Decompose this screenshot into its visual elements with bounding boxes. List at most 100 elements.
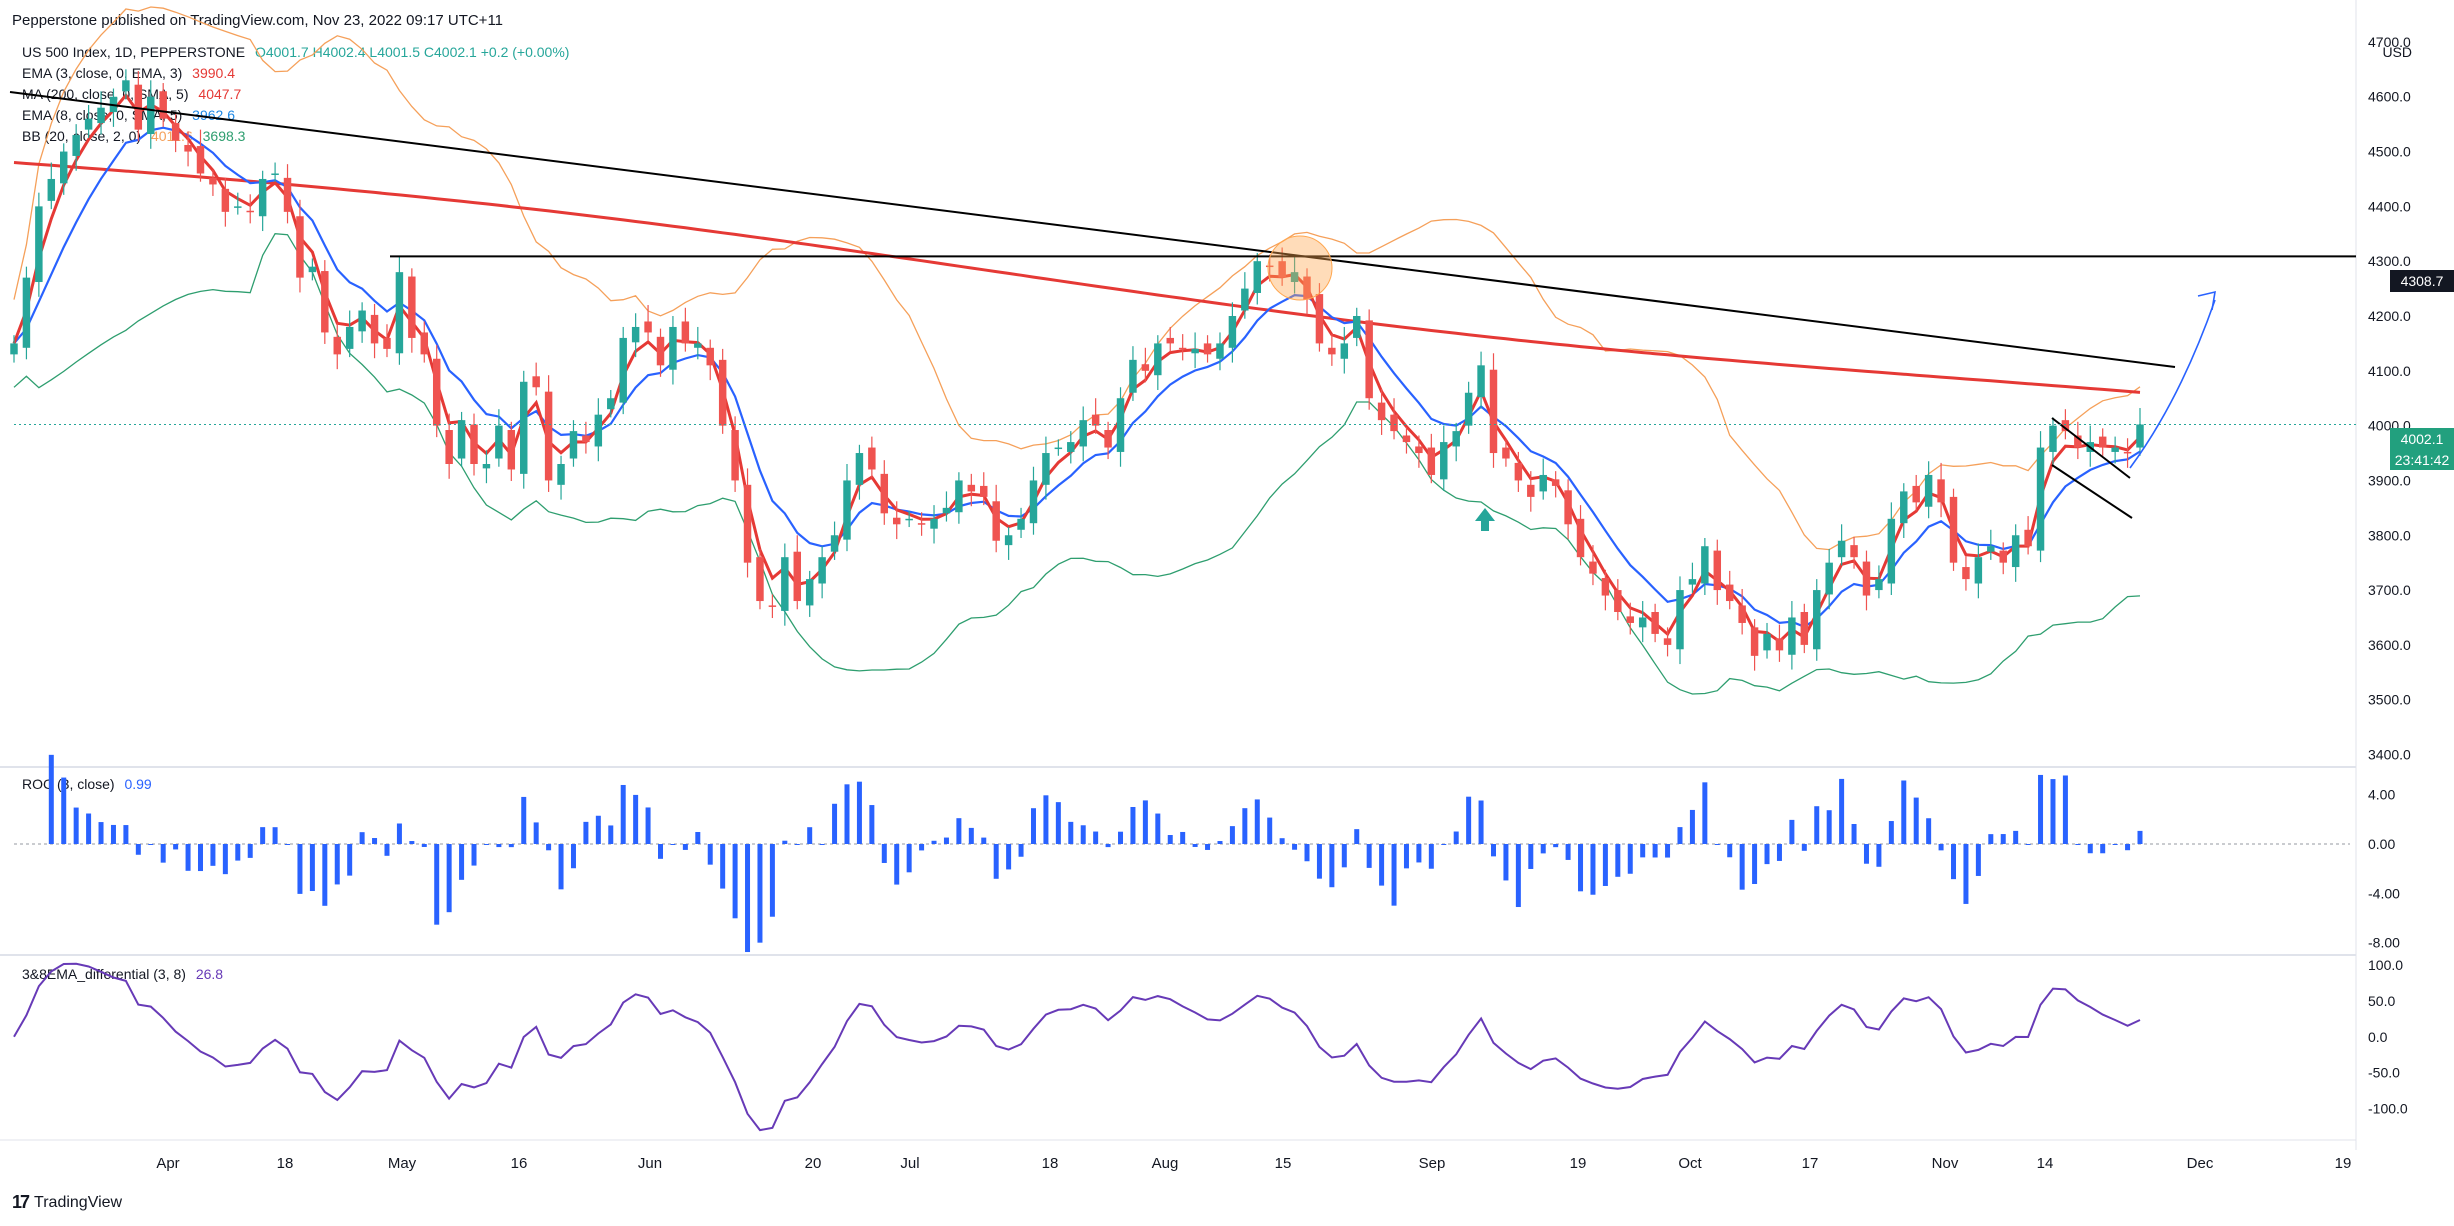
candle-body (818, 557, 826, 584)
roc-bar (1851, 824, 1857, 844)
roc-bar (160, 844, 166, 863)
roc-bar (372, 838, 378, 844)
candle-body (1129, 359, 1137, 393)
roc-bar (1652, 844, 1658, 858)
roc-bar (1068, 821, 1074, 844)
roc-bar (1602, 844, 1608, 886)
roc-bar (732, 844, 738, 919)
candle-body (1738, 605, 1746, 623)
roc-bar (2112, 844, 2118, 845)
candle-body (1875, 579, 1883, 591)
candle-body (1862, 561, 1871, 596)
candle-body (830, 535, 839, 552)
downtrend-line (9, 91, 2176, 368)
candle-body (1004, 535, 1013, 546)
candle-body (569, 431, 578, 459)
candle-body (432, 358, 441, 426)
roc-bar (1453, 831, 1459, 844)
candle-body (445, 430, 453, 464)
candle-body (1651, 612, 1659, 634)
candle-body (221, 188, 230, 212)
candle-body (1278, 261, 1286, 278)
roc-bar (1366, 844, 1372, 868)
candle-body (1788, 617, 1796, 655)
candle-body (1502, 447, 1510, 459)
up-arrow-icon (1475, 508, 1495, 531)
roc-bar (1130, 807, 1136, 844)
candle-body (1042, 453, 1050, 485)
roc-bar (1764, 844, 1770, 865)
candle-body (1340, 343, 1349, 359)
ohlc-open: O4001.7 (254, 44, 309, 60)
candle-body (1688, 579, 1697, 585)
candle-body (1514, 462, 1523, 481)
candle-body (147, 96, 155, 135)
roc-bar (2075, 844, 2081, 845)
roc-bar (869, 805, 875, 844)
candle-body (644, 321, 652, 333)
candle-body (1949, 496, 1958, 563)
candle-body (756, 557, 764, 602)
wedge-lines (2051, 417, 2133, 519)
candle-body (930, 518, 938, 529)
candle-body (507, 430, 516, 470)
price-tick-label: 4600.0 (2368, 89, 2411, 105)
legend-ema3[interactable]: EMA (3, close, 0, EMA, 3) 3990.4 (22, 65, 235, 81)
roc-bar (1590, 844, 1596, 895)
roc-bar (2000, 834, 2006, 844)
roc-bar (558, 844, 564, 890)
candle-body (1850, 545, 1858, 558)
candle-body (520, 381, 528, 474)
roc-bar (334, 844, 340, 885)
roc-bar (1316, 844, 1322, 879)
time-tick-label: Apr (156, 1155, 179, 1172)
candle-body (171, 123, 180, 141)
tradingview-logo-icon: 17 (12, 1192, 30, 1212)
roc-bar (2038, 774, 2044, 844)
candle-body (1054, 447, 1063, 450)
roc-legend[interactable]: ROC (3, close) 0.99 (22, 776, 152, 792)
price-tick-label: 4200.0 (2368, 308, 2411, 324)
roc-bar (1975, 844, 1981, 876)
time-tick-label: 20 (805, 1155, 822, 1172)
ma200-line (13, 161, 2141, 394)
price-tick-label: 3900.0 (2368, 472, 2411, 488)
roc-bar (496, 844, 502, 848)
candle-body (1924, 474, 1933, 507)
roc-bar (1963, 844, 1969, 904)
roc-bar (2087, 844, 2093, 854)
roc-bar (1292, 844, 1298, 850)
candle-body (1962, 567, 1970, 580)
roc-bar (645, 807, 651, 844)
roc-bar (894, 844, 900, 885)
candle-body (905, 518, 913, 521)
roc-bar (309, 844, 315, 892)
candle-body (258, 178, 267, 217)
time-tick-label: May (388, 1155, 417, 1172)
candle-body (619, 337, 627, 403)
roc-bar (682, 844, 688, 850)
time-tick-label: 14 (2037, 1155, 2054, 1172)
last-price-tag: 4002.1 (2390, 428, 2454, 450)
candle-body (2036, 447, 2045, 551)
tradingview-footer[interactable]: 17 TradingView (12, 1192, 122, 1213)
time-tick-label: Dec (2187, 1155, 2214, 1172)
roc-bar (459, 844, 465, 880)
roc-bar (1217, 841, 1223, 844)
roc-bar (1428, 844, 1434, 869)
published-note: Pepperstone published on TradingView.com… (12, 12, 504, 29)
candle-body (2098, 436, 2107, 448)
roc-tick-label: -8.00 (2368, 935, 2400, 951)
roc-bar (1776, 844, 1782, 861)
roc-bar (123, 825, 129, 844)
roc-bar (1055, 802, 1061, 844)
candle-body (1489, 369, 1498, 454)
candle-body (321, 271, 329, 333)
projection-line (2129, 299, 2216, 469)
candle-body (1402, 435, 1411, 443)
symbol-legend[interactable]: US 500 Index, 1D, PEPPERSTONE O4001.7 H4… (22, 44, 569, 60)
candle-body (868, 447, 876, 470)
roc-bar (148, 844, 154, 845)
candle-body (781, 557, 789, 611)
